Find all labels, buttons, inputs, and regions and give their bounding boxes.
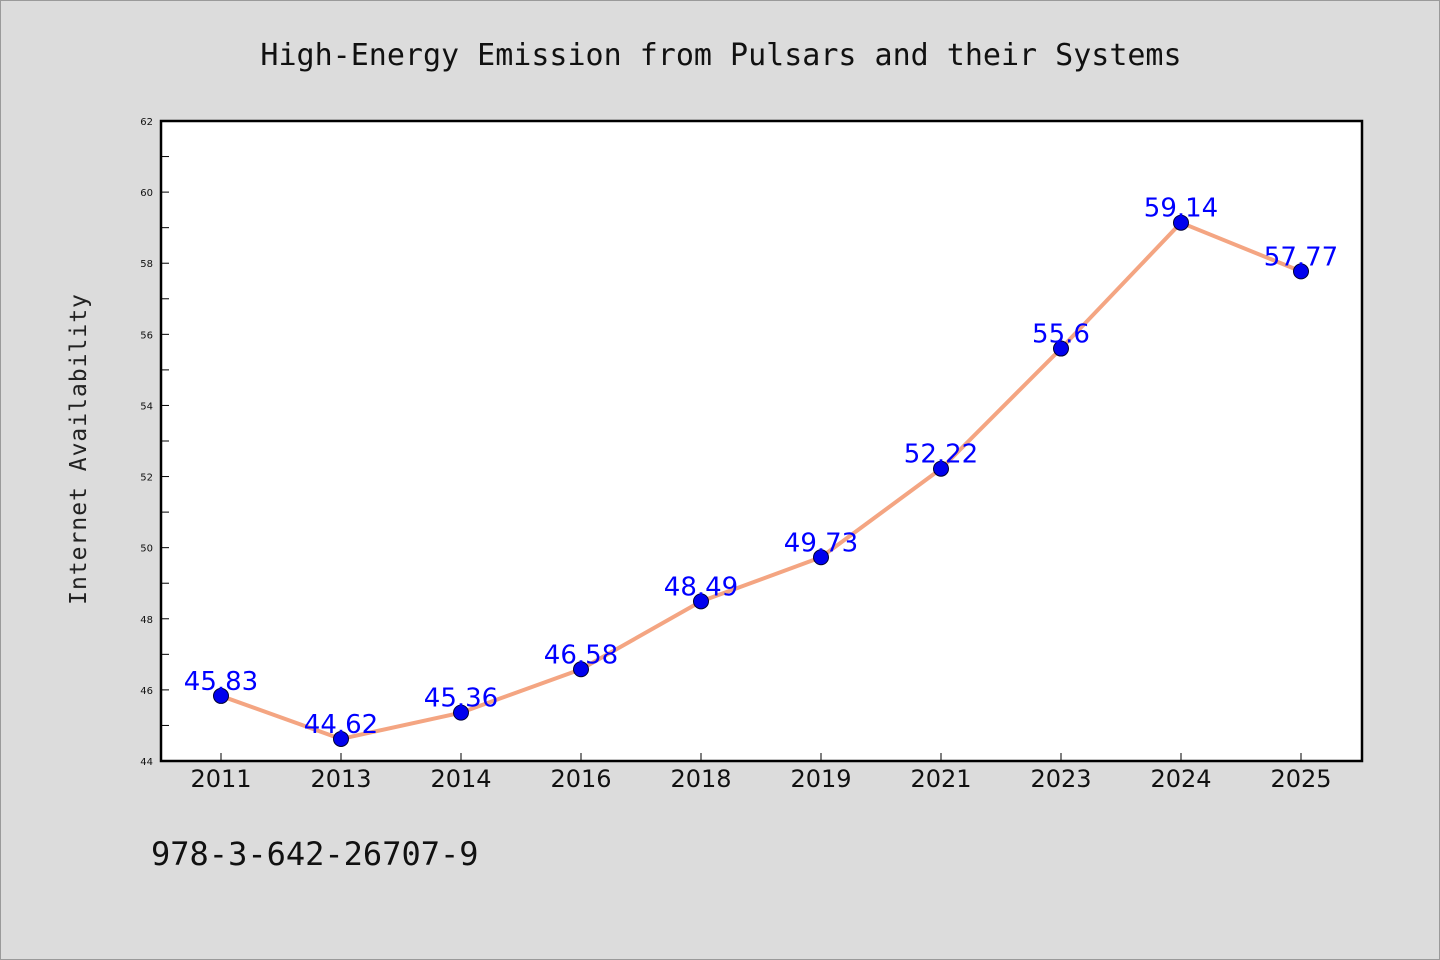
data-point-label: 44.62 (304, 710, 378, 740)
series-line (219, 220, 1303, 741)
x-tick-label: 2013 (310, 765, 371, 793)
data-point-label: 55.6 (1032, 320, 1090, 350)
y-tick-label: 48 (140, 615, 153, 626)
chart-title: High-Energy Emission from Pulsars and th… (260, 38, 1181, 73)
data-point-label: 49.73 (784, 528, 858, 558)
y-axis-label: Internet Availability (66, 293, 92, 605)
isbn-text: 978-3-642-26707-9 (151, 835, 479, 873)
x-tick-label: 2025 (1270, 765, 1331, 793)
data-point-label: 45.36 (424, 684, 498, 714)
data-point-marker (1293, 263, 1309, 280)
series-line-group (213, 214, 1309, 747)
y-tick-label: 46 (140, 686, 153, 697)
y-tick-label: 54 (140, 401, 153, 412)
x-tick-label: 2024 (1150, 765, 1211, 793)
y-tick-label: 58 (140, 259, 153, 270)
data-point-marker (573, 661, 589, 678)
plot-area (159, 119, 1364, 763)
data-point-marker (693, 593, 709, 610)
data-point-marker (333, 730, 349, 747)
data-point-label: 52.22 (904, 440, 978, 470)
y-tick-label: 44 (140, 757, 153, 768)
x-tick-label: 2016 (550, 765, 611, 793)
x-tick-label: 2014 (430, 765, 491, 793)
x-tick-label: 2023 (1030, 765, 1091, 793)
x-tick-label: 2018 (670, 765, 731, 793)
data-point-label: 45.83 (184, 667, 258, 697)
y-tick-label: 56 (140, 330, 153, 341)
x-tick-label: 2021 (910, 765, 971, 793)
data-labels: 45.83 44.62 45.36 46.58 48.49 49.73 52.22 55.6 5… (184, 194, 1338, 740)
data-point-marker (813, 549, 829, 566)
y-tick-label: 62 (140, 117, 153, 128)
data-point-marker (933, 460, 949, 477)
data-point-label: 46.58 (544, 640, 618, 670)
data-point-marker (453, 704, 469, 721)
x-tick-label: 2019 (790, 765, 851, 793)
data-point-marker (213, 687, 229, 704)
x-tick-label: 2011 (190, 765, 251, 793)
y-tick-label: 60 (140, 188, 153, 199)
data-point-label: 48.49 (664, 572, 738, 602)
data-point-label: 57.77 (1264, 242, 1338, 272)
data-point-marker (1053, 340, 1069, 357)
data-point-label: 59.14 (1144, 194, 1218, 224)
y-tick-label: 52 (140, 473, 153, 484)
y-tick-label: 50 (140, 544, 153, 555)
data-point-marker (1173, 214, 1189, 231)
axis-ticks: 44 46 48 50 52 54 56 58 60 62 2011 2013 2014 2016 2018… (140, 117, 1331, 793)
